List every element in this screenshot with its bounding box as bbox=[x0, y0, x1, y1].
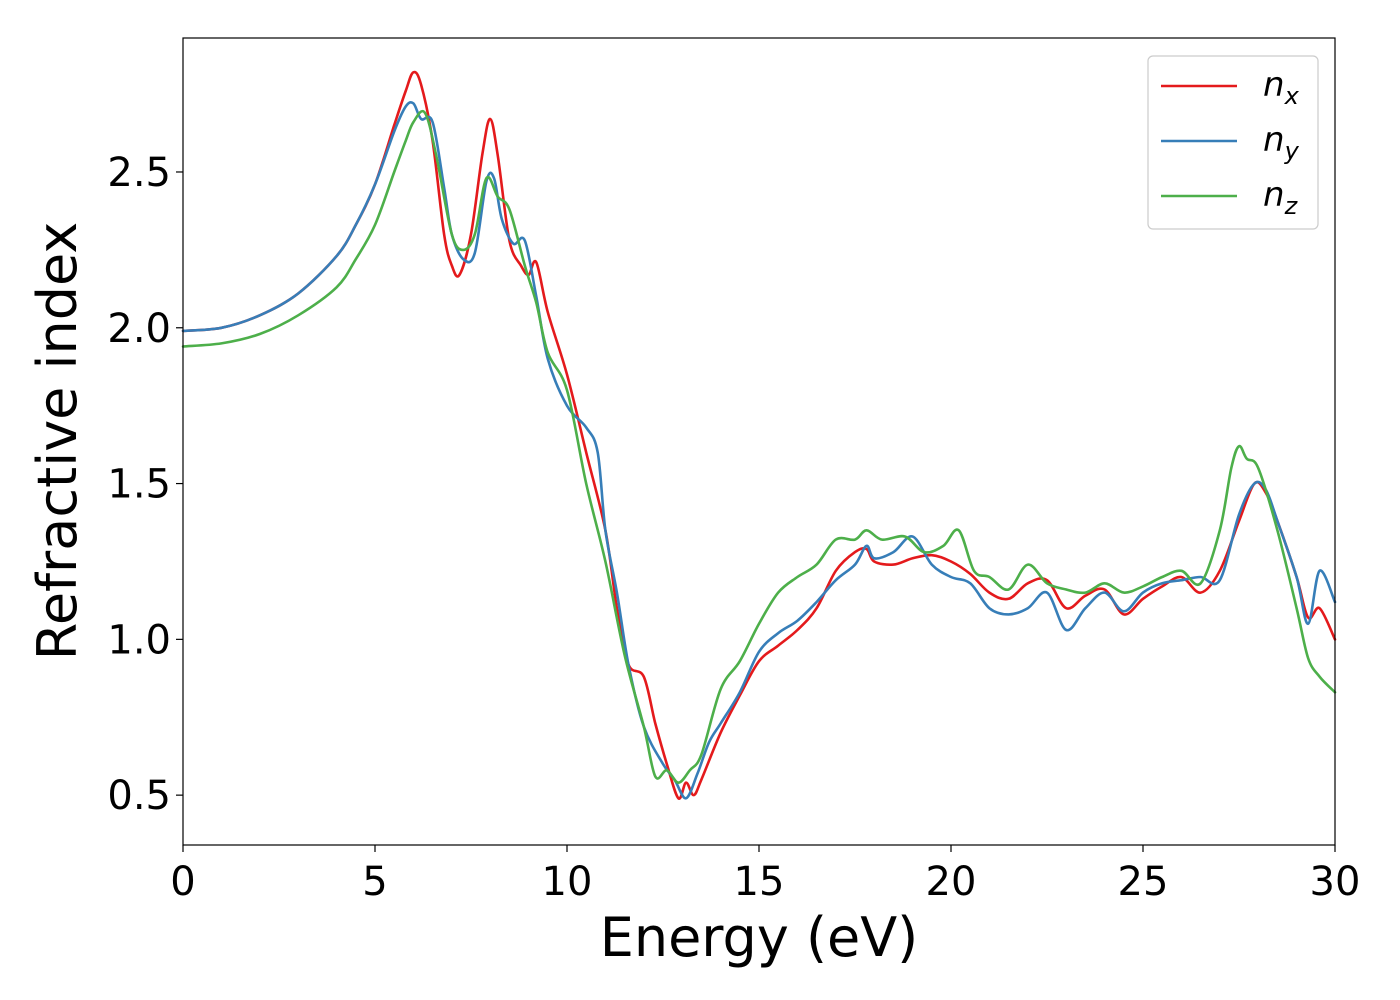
x-axis-ticks: 0 5 10 15 20 25 30 bbox=[170, 845, 1360, 905]
y-tick-label: 1.5 bbox=[107, 462, 171, 508]
x-tick-label: 5 bbox=[362, 859, 387, 905]
x-tick-label: 30 bbox=[1310, 859, 1361, 905]
x-axis-label: Energy (eV) bbox=[600, 906, 919, 969]
x-tick-label: 15 bbox=[734, 859, 785, 905]
legend: nx ny nz bbox=[1147, 55, 1319, 230]
x-tick-label: 25 bbox=[1118, 859, 1169, 905]
series-layer bbox=[181, 70, 1337, 800]
x-tick-label: 0 bbox=[170, 859, 195, 905]
legend-label-ny: ny bbox=[1263, 120, 1300, 165]
series-line-nx bbox=[181, 70, 1337, 800]
y-axis-ticks: 0.5 1.0 1.5 2.0 2.5 bbox=[107, 150, 183, 819]
series-line-nz bbox=[181, 109, 1337, 784]
legend-label-nz: nz bbox=[1263, 175, 1299, 220]
y-tick-label: 0.5 bbox=[107, 773, 171, 819]
series-line-ny bbox=[181, 100, 1337, 800]
x-tick-label: 10 bbox=[542, 859, 593, 905]
y-tick-label: 2.5 bbox=[107, 150, 171, 196]
legend-label-nx: nx bbox=[1263, 65, 1300, 110]
x-tick-label: 20 bbox=[926, 859, 977, 905]
legend-box bbox=[1147, 55, 1319, 230]
y-tick-label: 1.0 bbox=[107, 617, 171, 663]
y-tick-label: 2.0 bbox=[107, 306, 171, 352]
y-axis-label: Refractive index bbox=[26, 222, 89, 661]
